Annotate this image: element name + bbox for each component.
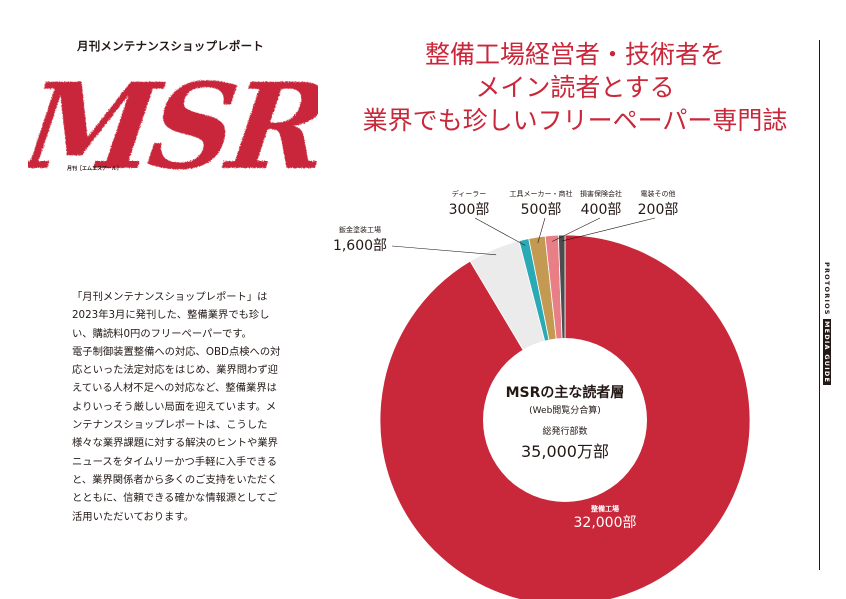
media-guide-label: PROTORIOS MEDIA GUIDE: [823, 262, 831, 386]
slice-label-4: 損害保険会社: [580, 189, 622, 198]
headline-line-1: 整備工場経営者・技術者を: [424, 40, 725, 69]
total-label: 総発行部数: [542, 425, 587, 437]
logo-caption: 月刊［エムエスアール］: [67, 166, 122, 172]
slice-label-1: 鈑金塗装工場: [339, 225, 381, 234]
description-paragraph-2: 電子制御装置整備への対応、OBD点検への対応といった法定対応をはじめ、業界問わず…: [72, 345, 281, 523]
side-divider: [819, 40, 820, 570]
msr-logo: MSR: [28, 58, 318, 188]
slice-value-4: 400部: [581, 202, 622, 218]
leader-line-4: [552, 217, 601, 242]
slice-value-0: 32,000部: [574, 515, 637, 531]
leader-line-1: [391, 245, 497, 256]
slice-value-1: 1,600部: [333, 238, 387, 254]
slice-value-3: 500部: [521, 202, 562, 218]
headline: 整備工場経営者・技術者を メイン読者とする 業界でも珍しいフリーペーパー専門誌: [330, 38, 820, 137]
total-value: 35,000万部: [521, 442, 609, 461]
chart-subtitle: (Web閲覧分合算): [529, 404, 601, 416]
description-text: 「月刊メンテナンスショップレポート」は2023年3月に発刊した、整備業界でも珍し…: [72, 288, 282, 526]
leader-line-2: [474, 217, 526, 246]
headline-line-3: 業界でも珍しいフリーペーパー専門誌: [362, 106, 788, 135]
leader-line-3: [537, 217, 546, 244]
chart-title: MSRの主な読者層: [506, 384, 625, 401]
headline-line-2: メイン読者とする: [475, 73, 675, 102]
slice-label-5: 電装その他: [641, 189, 676, 198]
publication-name: 月刊メンテナンスショップレポート: [77, 39, 264, 53]
logo-text: MSR: [28, 58, 318, 188]
side-label-part-1: PROTORIOS: [823, 262, 831, 316]
slice-value-5: 200部: [638, 202, 679, 218]
donut-hole: [483, 338, 647, 502]
slice-label-2: ディーラー: [452, 189, 487, 198]
slice-label-3: 工具メーカー・商社: [510, 189, 573, 198]
description-paragraph-1: 「月刊メンテナンスショップレポート」は2023年3月に発刊した、整備業界でも珍し…: [72, 291, 270, 340]
slice-value-2: 300部: [449, 202, 490, 218]
pie-slice-0: [379, 234, 751, 599]
slice-label-0: 整備工場: [590, 504, 619, 513]
leader-line-5: [561, 217, 656, 242]
side-label-part-2: MEDIA GUIDE: [823, 319, 831, 386]
